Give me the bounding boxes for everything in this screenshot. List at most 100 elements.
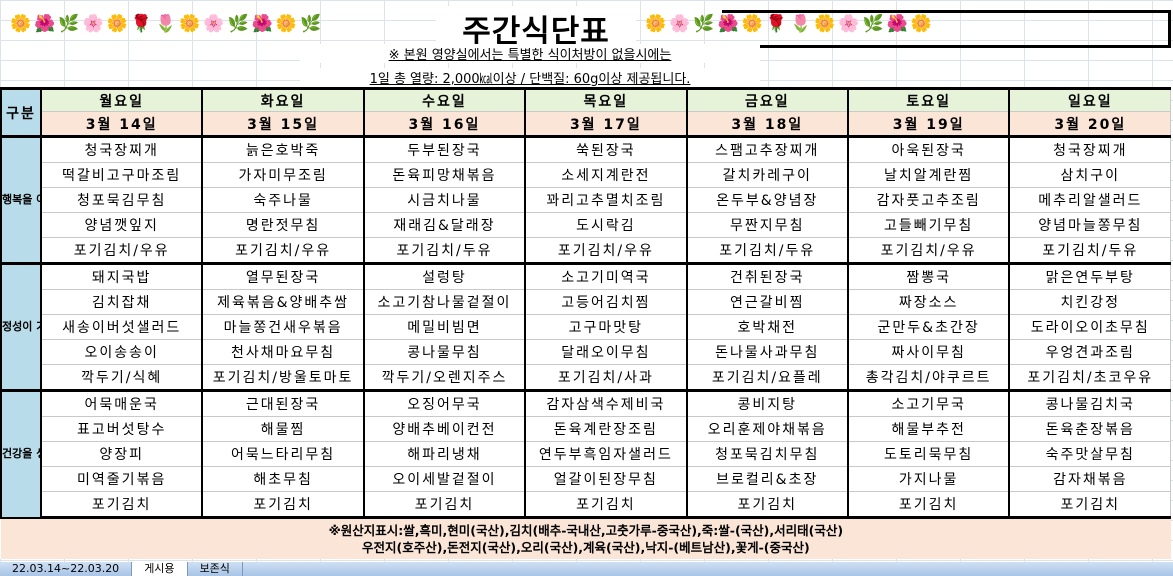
menu-cell: 소세지계란전 <box>524 162 688 188</box>
menu-cell: 포기김치 <box>201 491 365 519</box>
day-header: 토요일 <box>846 87 1010 112</box>
menu-cell: 짬뽕국 <box>846 262 1010 290</box>
menu-cell: 어묵느타리무침 <box>201 441 365 467</box>
meal-label: 건강을 생각한 저녁 <box>0 389 42 519</box>
menu-cell: 제육볶음&양배추쌈 <box>201 289 365 315</box>
menu-cell: 소고기참나물겉절이 <box>362 289 526 315</box>
day-header: 월요일 <box>40 87 203 112</box>
menu-cell: 감자풋고추조림 <box>846 187 1010 213</box>
menu-cell: 연두부흑임자샐러드 <box>524 441 688 467</box>
menu-cell: 우엉견과조림 <box>1008 339 1172 365</box>
menu-row: 행복을 여는 아침청국장찌개늙은호박죽두부된장국쑥된장국스팸고추장찌개아욱된장국… <box>0 135 1172 265</box>
day-header: 일요일 <box>1008 87 1172 112</box>
menu-row: 미역줄기볶음 해초무침 오이세발겉절이 얼갈이된장무침 브로컬리&초장 가지나물 감자채볶음 <box>1 466 1172 492</box>
day-header: 수요일 <box>362 87 526 112</box>
menu-cell: 온두부&양념장 <box>685 187 849 213</box>
menu-cell: 도라이오이초무침 <box>1008 314 1172 340</box>
menu-cell: 콩나물김치국 <box>1008 389 1172 417</box>
menu-cell: 해물부추전 <box>846 416 1010 442</box>
menu-cell: 감자삼색수제비국 <box>524 389 688 417</box>
menu-cell: 시금치나물 <box>362 187 526 213</box>
menu-cell: 짜사이무침 <box>846 339 1010 365</box>
date-header: 3월 19일 <box>846 111 1010 137</box>
meal-label: 정성이 가득한 점심 <box>0 262 42 392</box>
menu-cell: 꽈리고추멸치조림 <box>524 187 688 213</box>
menu-row: 김치잡채 제육볶음&양배추쌈 소고기참나물겉절이 고등어김치찜 연근갈비찜 짜장소스 치킨강… <box>1 289 1172 315</box>
day-header-row: 구분 월요일 화요일 수요일 목요일 금요일 토요일 일요일 <box>0 87 1172 138</box>
menu-cell: 총각김치/야쿠르트 <box>846 364 1010 392</box>
menu-row: 새송이버섯샐러드 마늘쫑건새우볶음 메밀비빔면 고구마맛탕 호박채전 군만두&초간장 도라이… <box>1 314 1172 340</box>
menu-cell: 오리훈제야채볶음 <box>685 416 849 442</box>
menu-cell: 포기김치 <box>524 491 688 519</box>
menu-cell: 해초무침 <box>201 466 365 492</box>
menu-cell: 양념마늘쫑무침 <box>1008 212 1172 238</box>
menu-cell: 맑은연두부탕 <box>1008 262 1172 290</box>
menu-cell: 돈육춘장볶음 <box>1008 416 1172 442</box>
menu-row: 양장피 어묵느타리무침 해파리냉채 연두부흑임자샐러드 청포묵김치무침 도토리묵무침 숙주맛… <box>1 441 1172 467</box>
menu-cell: 가지나물 <box>846 466 1010 492</box>
menu-cell: 건취된장국 <box>685 262 849 290</box>
menu-cell: 날치알계란찜 <box>846 162 1010 188</box>
menu-cell: 표고버섯탕수 <box>40 416 203 442</box>
menu-cell: 포기김치/요플레 <box>685 364 849 392</box>
menu-cell: 포기김치 <box>40 491 203 519</box>
menu-cell: 숙주나물 <box>201 187 365 213</box>
menu-cell: 달래오이무침 <box>524 339 688 365</box>
menu-cell: 포기김치/방울토마토 <box>201 364 365 392</box>
menu-row: 표고버섯탕수 해물찜 양배추베이컨전 돈육계란장조림 오리훈제야채볶음 해물부추전 돈육춘장… <box>1 416 1172 442</box>
menu-row: 양념깻잎지 명란젓무침 재래김&달래장 도시락김 무짠지무침 고들빼기무침 양념마늘쫑무침 <box>1 212 1172 238</box>
menu-cell: 포기김치/우유 <box>40 237 203 265</box>
menu-row: 오이송송이 천사채마요무침 콩나물무침 달래오이무침 돈나물사과무침 짜사이무침 우엉견과조… <box>1 339 1172 365</box>
menu-cell: 포기김치/초코우유 <box>1008 364 1172 392</box>
sheet-tab[interactable]: 22.03.14~22.03.20 <box>0 562 133 576</box>
menu-cell: 미역줄기볶음 <box>40 466 203 492</box>
weekly-menu-table: 구분 월요일 화요일 수요일 목요일 금요일 토요일 일요일 3월 14일 3월 15일 3월 16… <box>0 87 1172 559</box>
menu-cell: 아욱된장국 <box>846 135 1010 163</box>
sheet-tab[interactable]: 보존식 <box>188 562 243 576</box>
day-header: 목요일 <box>524 87 688 112</box>
menu-row: 포기김치/우유 포기김치/우유 포기김치/두유 포기김치/우유 포기김치/두유 포기김치/… <box>1 237 1172 265</box>
menu-cell: 메밀비빔면 <box>362 314 526 340</box>
menu-cell: 돈나물사과무침 <box>685 339 849 365</box>
origin-notice: ※원산지표시:쌀,흑미,현미(국산),김치(배추-국내산,고춧가루-중국산),죽… <box>1 517 1171 559</box>
day-header: 금요일 <box>685 87 849 112</box>
menu-cell: 포기김치 <box>362 491 526 519</box>
menu-row: 건강을 생각한 저녁어묵매운국근대된장국오징어무국감자삼색수제비국콩비지탕소고기… <box>0 389 1172 519</box>
menu-cell: 깍두기/식혜 <box>40 364 203 392</box>
menu-cell: 스팸고추장찌개 <box>685 135 849 163</box>
menu-cell: 청국장찌개 <box>40 135 203 163</box>
menu-cell: 쑥된장국 <box>524 135 688 163</box>
menu-cell: 청포묵김무침 <box>40 187 203 213</box>
menu-cell: 고들빼기무침 <box>846 212 1010 238</box>
menu-cell: 호박채전 <box>685 314 849 340</box>
title-border-box <box>722 10 1171 48</box>
menu-cell: 포기김치 <box>685 491 849 519</box>
date-header: 3월 16일 <box>362 111 526 137</box>
origin-line: 우전지(호주산),돈전지(국산),오리(국산),계육(국산),낙지-(베트남산)… <box>362 540 810 555</box>
menu-cell: 근대된장국 <box>201 389 365 417</box>
date-header: 3월 15일 <box>201 111 365 137</box>
menu-cell: 포기김치/우유 <box>846 237 1010 265</box>
menu-cell: 포기김치/두유 <box>362 237 526 265</box>
date-header: 3월 18일 <box>685 111 849 137</box>
menu-row: 포기김치 포기김치 포기김치 포기김치 포기김치 포기김치 포기김치 <box>1 491 1172 519</box>
menu-cell: 얼갈이된장무침 <box>524 466 688 492</box>
menu-cell: 포기김치/우유 <box>524 237 688 265</box>
menu-cell: 해물찜 <box>201 416 365 442</box>
menu-cell: 돼지국밥 <box>40 262 203 290</box>
date-header-row: 3월 14일 3월 15일 3월 16일 3월 17일 3월 18일 3월 19일 3월 2… <box>1 111 1172 137</box>
footer-row: ※원산지표시:쌀,흑미,현미(국산),김치(배추-국내산,고춧가루-중국산),죽… <box>1 517 1171 559</box>
menu-cell: 양배추베이컨전 <box>362 416 526 442</box>
menu-cell: 고등어김치찜 <box>524 289 688 315</box>
menu-cell: 군만두&초간장 <box>846 314 1010 340</box>
day-header: 화요일 <box>201 87 365 112</box>
menu-cell: 소고기미역국 <box>524 262 688 290</box>
sheet-tab[interactable]: 게시용 <box>132 562 188 576</box>
menu-cell: 양장피 <box>40 441 203 467</box>
menu-cell: 열무된장국 <box>201 262 365 290</box>
menu-cell: 포기김치 <box>846 491 1010 519</box>
menu-cell: 마늘쫑건새우볶음 <box>201 314 365 340</box>
menu-cell: 떡갈비고구마조림 <box>40 162 203 188</box>
menu-cell: 고구마맛탕 <box>524 314 688 340</box>
menu-cell: 오이세발겉절이 <box>362 466 526 492</box>
